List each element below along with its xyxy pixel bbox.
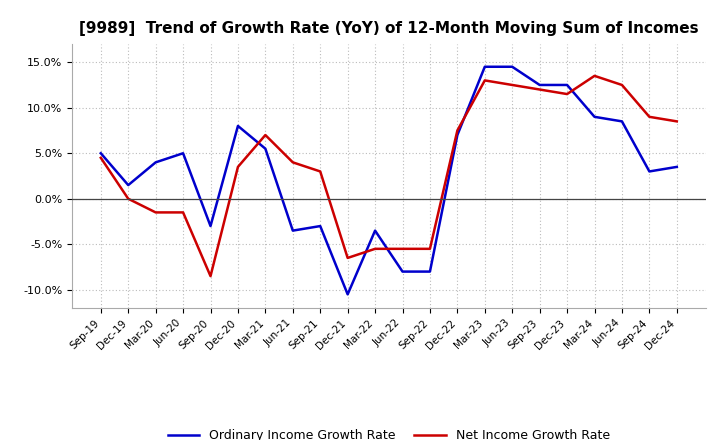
Ordinary Income Growth Rate — [645, 169, 654, 174]
Net Income Growth Rate — [426, 246, 434, 252]
Ordinary Income Growth Rate — [289, 228, 297, 233]
Net Income Growth Rate — [536, 87, 544, 92]
Ordinary Income Growth Rate — [233, 123, 242, 128]
Ordinary Income Growth Rate — [590, 114, 599, 120]
Net Income Growth Rate — [645, 114, 654, 120]
Net Income Growth Rate — [261, 132, 270, 138]
Net Income Growth Rate — [124, 196, 132, 202]
Net Income Growth Rate — [398, 246, 407, 252]
Ordinary Income Growth Rate — [480, 64, 489, 70]
Net Income Growth Rate — [206, 274, 215, 279]
Legend: Ordinary Income Growth Rate, Net Income Growth Rate: Ordinary Income Growth Rate, Net Income … — [163, 424, 615, 440]
Net Income Growth Rate — [151, 210, 160, 215]
Ordinary Income Growth Rate — [179, 150, 187, 156]
Ordinary Income Growth Rate — [316, 224, 325, 229]
Net Income Growth Rate — [508, 82, 516, 88]
Net Income Growth Rate — [179, 210, 187, 215]
Ordinary Income Growth Rate — [672, 164, 681, 169]
Ordinary Income Growth Rate — [536, 82, 544, 88]
Ordinary Income Growth Rate — [508, 64, 516, 70]
Net Income Growth Rate — [672, 119, 681, 124]
Line: Ordinary Income Growth Rate: Ordinary Income Growth Rate — [101, 67, 677, 294]
Net Income Growth Rate — [233, 164, 242, 169]
Line: Net Income Growth Rate: Net Income Growth Rate — [101, 76, 677, 276]
Title: [9989]  Trend of Growth Rate (YoY) of 12-Month Moving Sum of Incomes: [9989] Trend of Growth Rate (YoY) of 12-… — [79, 21, 698, 36]
Net Income Growth Rate — [590, 73, 599, 78]
Ordinary Income Growth Rate — [261, 146, 270, 151]
Net Income Growth Rate — [343, 255, 352, 260]
Net Income Growth Rate — [96, 155, 105, 161]
Net Income Growth Rate — [316, 169, 325, 174]
Ordinary Income Growth Rate — [206, 224, 215, 229]
Net Income Growth Rate — [618, 82, 626, 88]
Ordinary Income Growth Rate — [426, 269, 434, 274]
Ordinary Income Growth Rate — [371, 228, 379, 233]
Ordinary Income Growth Rate — [151, 160, 160, 165]
Ordinary Income Growth Rate — [96, 150, 105, 156]
Ordinary Income Growth Rate — [343, 292, 352, 297]
Net Income Growth Rate — [289, 160, 297, 165]
Ordinary Income Growth Rate — [124, 183, 132, 188]
Ordinary Income Growth Rate — [618, 119, 626, 124]
Net Income Growth Rate — [563, 92, 572, 97]
Ordinary Income Growth Rate — [453, 132, 462, 138]
Ordinary Income Growth Rate — [563, 82, 572, 88]
Net Income Growth Rate — [480, 78, 489, 83]
Net Income Growth Rate — [453, 128, 462, 133]
Ordinary Income Growth Rate — [398, 269, 407, 274]
Net Income Growth Rate — [371, 246, 379, 252]
